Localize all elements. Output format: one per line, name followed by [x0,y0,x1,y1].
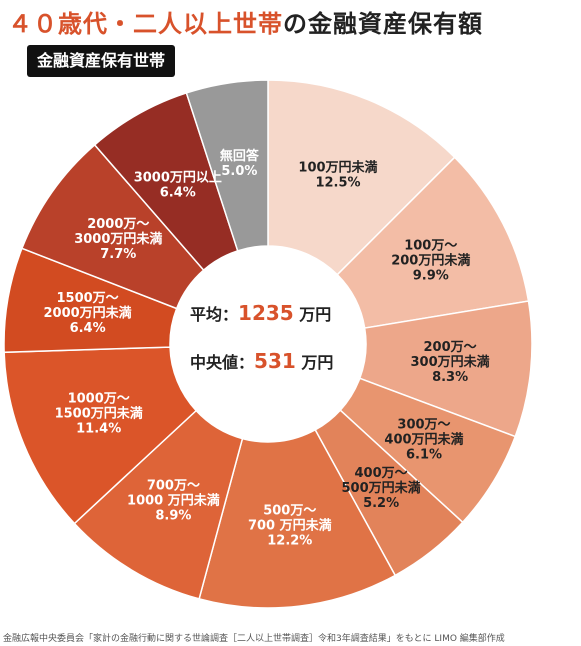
title-accent: ４０歳代・二人以上世帯 [8,10,283,38]
median-value: 531 [254,349,296,373]
mean-colon: ： [222,305,239,324]
mean-unit: 万円 [299,305,332,324]
slice-label: 3000万円以上 6.4% [134,170,222,200]
mean-value: 1235 [238,301,294,325]
median-colon: ： [238,353,255,372]
slice-percent: 8.3% [432,370,468,385]
slice-label: 2000万～ 3000万円未満 7.7% [74,217,162,262]
slice-labels: 100万円未満 12.5% 100万～ 200万円未満 9.9% 200万～ 300万円未満… [44,148,490,549]
chart-title: ４０歳代・二人以上世帯の金融資産保有額 [8,4,483,39]
slice-percent: 8.9% [155,509,191,524]
slice-category: 400万～ [355,466,408,481]
slice-percent: 9.9% [413,268,449,283]
slice-category: 無回答 [220,148,260,164]
slice-label: 1500万～ 2000万円未満 6.4% [44,291,132,336]
slice-category: 300万～ [397,418,450,433]
slice-category: 1000 万円未満 [127,493,220,509]
slice-label: 100万～ 200万円未満 9.9% [391,238,470,283]
slice-label: 無回答 5.0% [220,148,260,179]
slice-percent: 6.4% [70,321,106,336]
slice-category: 1500万～ [57,291,119,306]
median-row: 中央値：531 万円 [190,346,360,376]
slice-category: 700万～ [147,479,200,494]
slice-label: 1000万～ 1500万円未満 11.4% [55,392,143,437]
donut-hole [170,246,366,442]
slice-category: 3000万円以上 [134,170,222,185]
slice-percent: 5.0% [221,164,257,179]
slice-label: 300万～ 400万円未満 6.1% [384,418,463,463]
slice-category: 1000万～ [68,392,130,407]
slice-category: 300万円未満 [411,354,490,370]
slice-label: 200万～ 300万円未満 8.3% [411,340,490,385]
slice-category: 100万～ [404,238,457,253]
slice-label: 700万～ 1000 万円未満 8.9% [127,479,220,524]
source-note: 金融広報中央委員会「家計の金融行動に関する世論調査［二人以上世帯調査］令和3年調… [3,634,505,644]
slice-percent: 7.7% [100,247,136,262]
slice-category: 400万円未満 [384,432,463,448]
slice-label: 500万～ 700 万円未満 12.2% [248,504,332,549]
mean-row: 平均：1235 万円 [190,298,360,328]
slice-category: 2000万～ [87,217,149,232]
median-unit: 万円 [301,353,334,372]
slice-category: 200万円未満 [391,252,470,268]
slice-category: 500万～ [263,504,316,519]
category-badge: 金融資産保有世帯 [27,45,176,77]
donut-slices [3,79,533,609]
title-rest: の金融資産保有額 [283,10,483,38]
slice-percent: 5.2% [363,496,399,511]
slice-category: 3000万円未満 [74,231,162,247]
slice-percent: 12.5% [315,175,360,190]
median-label: 中央値 [190,353,239,372]
slice-percent: 6.1% [406,448,442,463]
mean-label: 平均 [190,305,223,324]
slice-category: 2000万円未満 [44,305,132,321]
slice-category: 100万円未満 [298,159,377,175]
center-stats: 平均：1235 万円 中央値：531 万円 [190,298,360,394]
slice-percent: 12.2% [267,534,312,549]
slice-category: 1500万円未満 [55,406,143,422]
slice-label: 400万～ 500万円未満 5.2% [342,466,421,511]
slice-category: 200万～ [424,340,477,355]
slice-percent: 11.4% [76,422,121,437]
slice-percent: 6.4% [160,185,196,200]
slice-category: 700 万円未満 [248,518,332,534]
slice-label: 100万円未満 12.5% [298,159,377,190]
slice-category: 500万円未満 [342,480,421,496]
